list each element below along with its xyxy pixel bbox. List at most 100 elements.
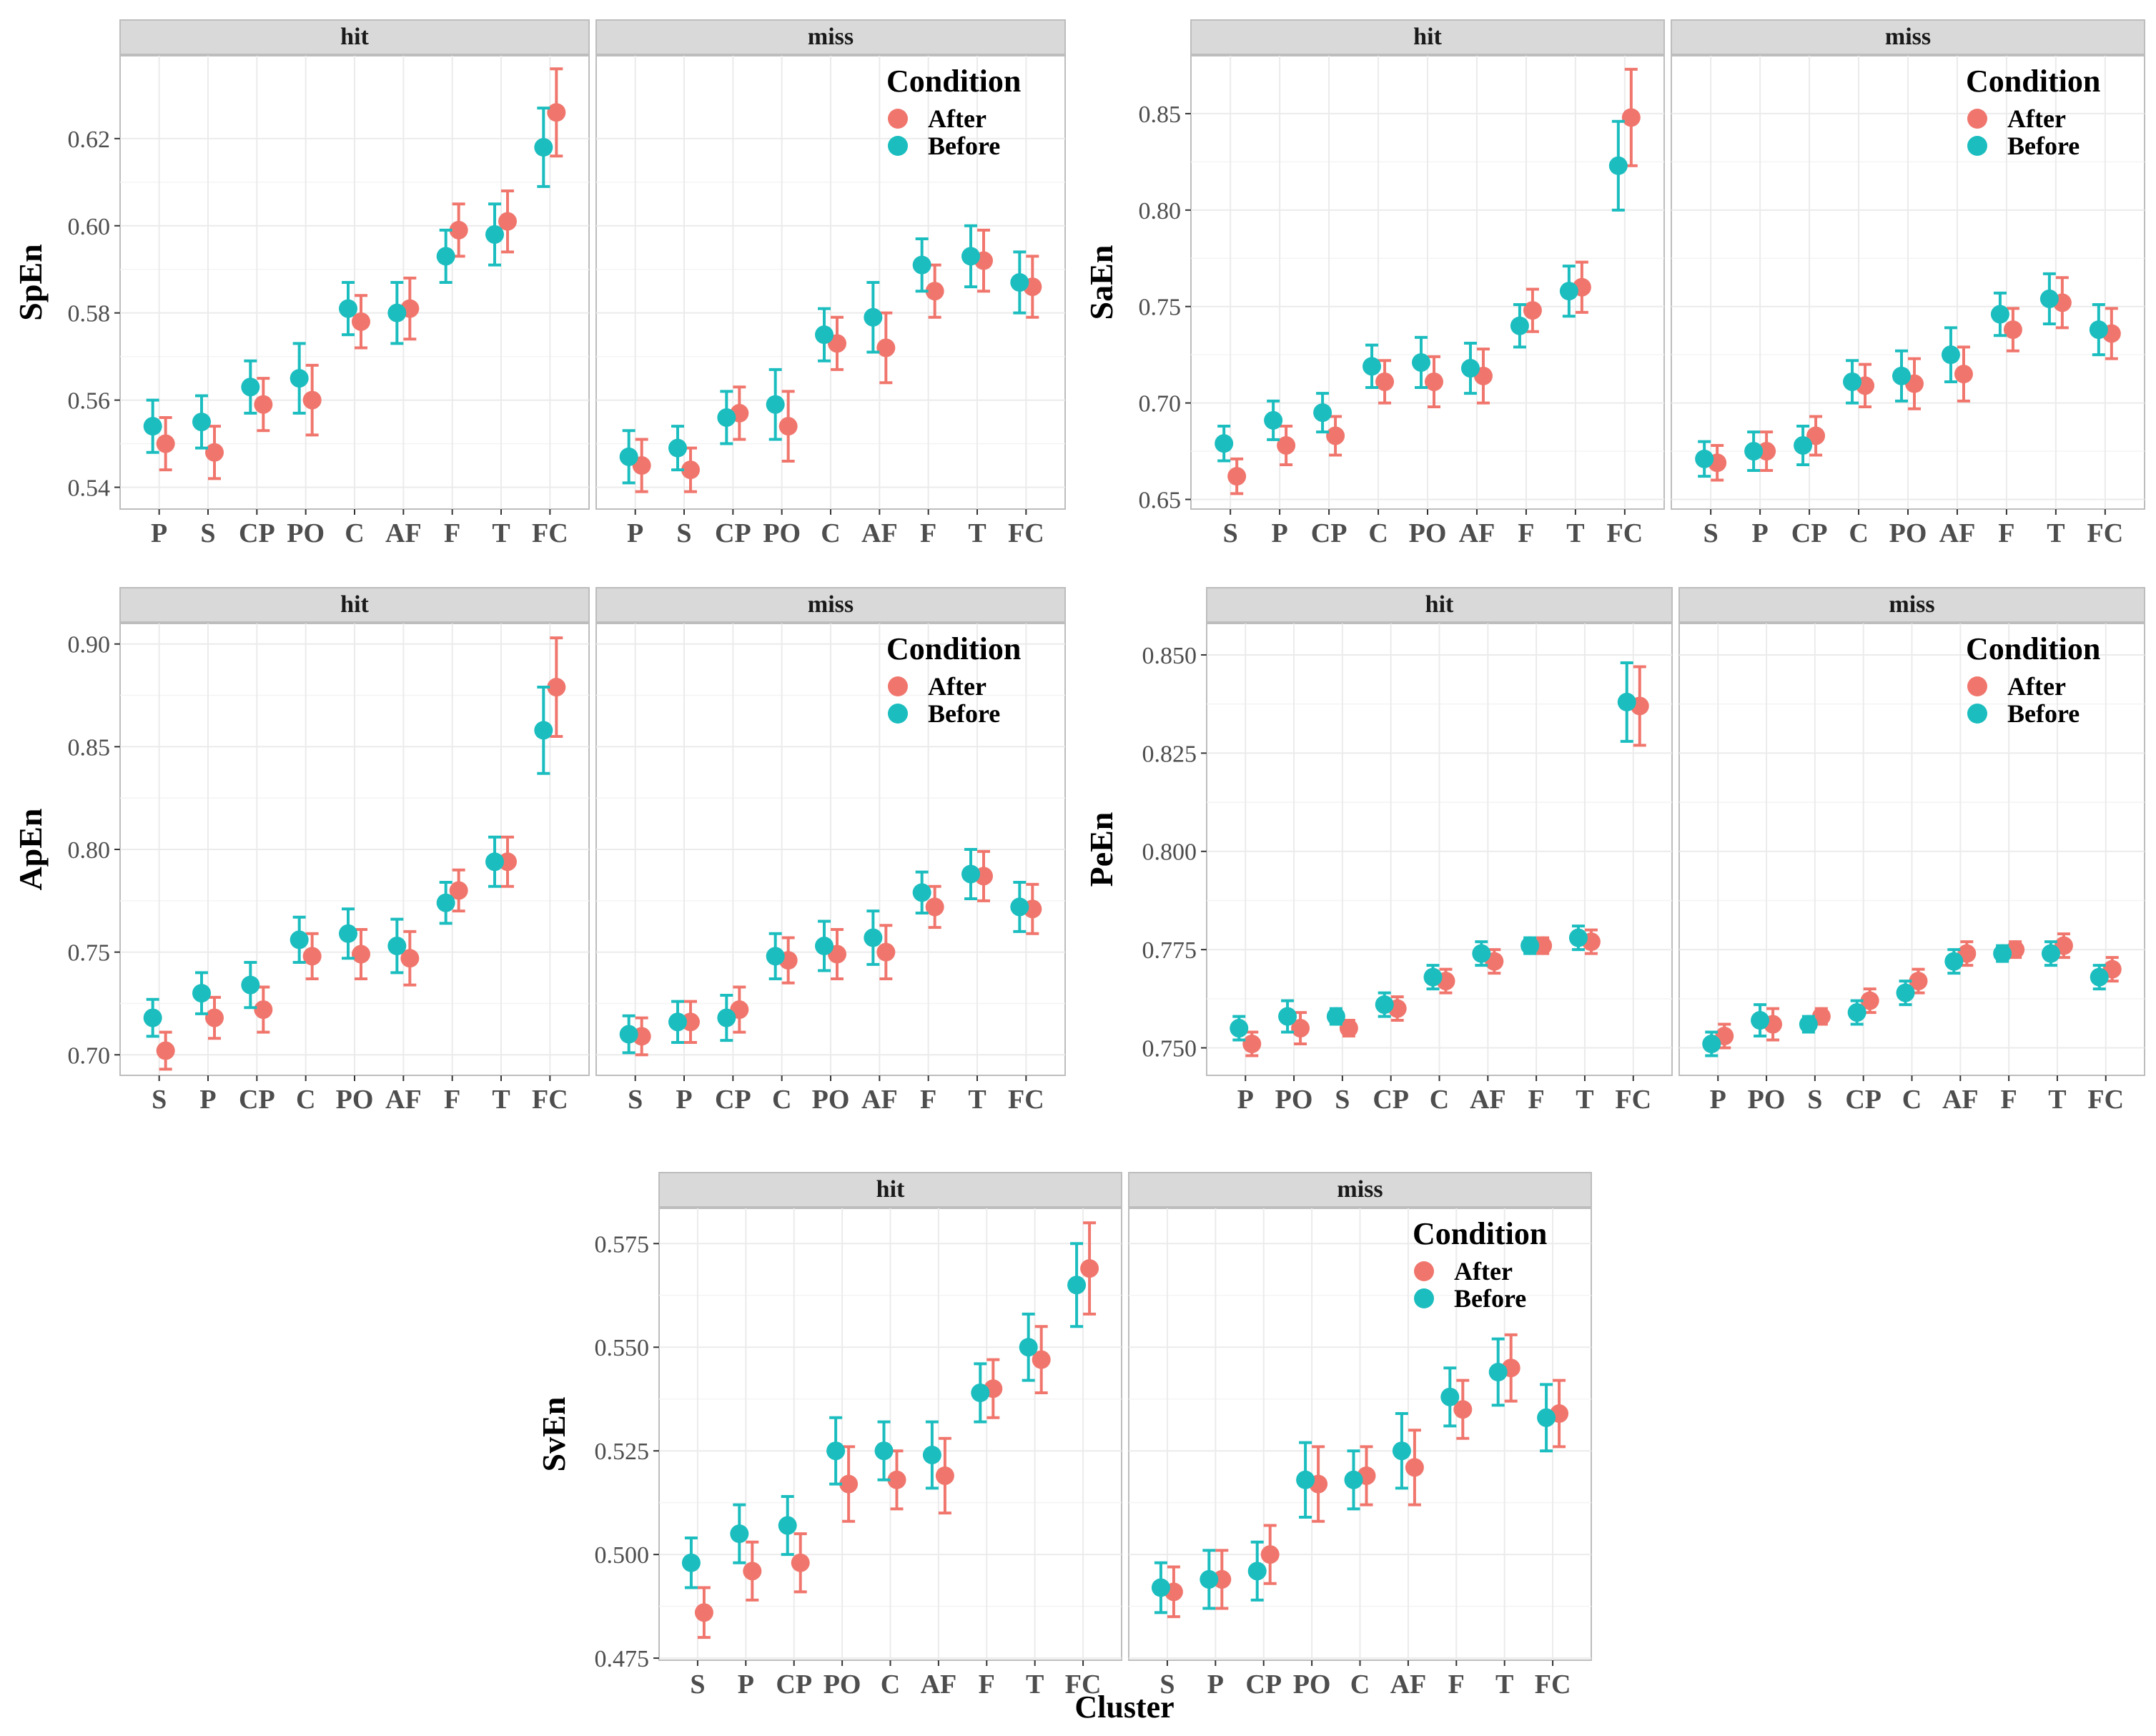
data-point-before <box>1010 273 1029 292</box>
x-tick-label: CP <box>239 518 275 548</box>
data-point-before <box>1568 928 1588 947</box>
data-point-before <box>1843 372 1862 391</box>
data-point-after <box>743 1562 762 1581</box>
facet-strip <box>119 587 590 623</box>
x-tick-label: PO <box>287 518 325 548</box>
data-point-before <box>534 138 553 157</box>
y-tick-label: 0.85 <box>68 734 111 761</box>
data-point-before <box>619 447 638 466</box>
x-tick-label: S <box>200 518 215 548</box>
data-point-before <box>1460 359 1480 378</box>
x-tick-label: F <box>979 1670 995 1700</box>
x-tick-label: P <box>1710 1085 1726 1115</box>
facet-strip-label: miss <box>1889 591 1934 618</box>
x-tick-label: T <box>968 1085 986 1115</box>
facet-strip-label: hit <box>1413 24 1442 50</box>
legend-title: Condition <box>1413 1216 1547 1251</box>
data-point-after <box>254 1000 273 1020</box>
y-tick-label: 0.825 <box>1142 741 1197 767</box>
data-point-after <box>1533 936 1553 955</box>
x-tick-label: FC <box>1615 1085 1651 1115</box>
facet-strip-label: miss <box>1885 24 1931 50</box>
data-point-before <box>874 1441 894 1461</box>
x-tick-label: FC <box>1535 1670 1571 1700</box>
chart-saen: hit S P CP C PO AF F T FC miss S P CP C PO AF F T FC Conditi… <box>1083 19 2145 548</box>
data-point-after <box>1806 426 1826 445</box>
x-tick-label: S <box>1335 1085 1350 1115</box>
x-tick-label: C <box>772 1085 791 1115</box>
x-tick-label: AF <box>1459 518 1495 548</box>
facet-strip <box>1206 587 1673 623</box>
data-point-after <box>1260 1545 1280 1564</box>
x-tick-label: C <box>881 1670 900 1700</box>
data-point-before <box>815 937 834 956</box>
facet-hit: hit S P CP C PO AF F T FC <box>1190 19 1665 548</box>
data-point-after <box>925 282 944 301</box>
x-tick-label: P <box>1752 518 1769 548</box>
data-point-before <box>1230 1019 1249 1038</box>
data-point-before <box>864 307 883 327</box>
data-point-after <box>1277 435 1296 455</box>
legend-swatch-before <box>888 704 908 724</box>
y-tick-label: 0.56 <box>68 388 111 415</box>
data-point-after <box>205 1008 224 1027</box>
data-point-before <box>730 1524 749 1544</box>
data-point-before <box>1695 449 1714 468</box>
y-tick-label: 0.550 <box>595 1335 650 1361</box>
x-tick-label: C <box>1430 1085 1449 1115</box>
x-tick-label: C <box>345 518 364 548</box>
facet-strip-label: hit <box>340 24 369 50</box>
x-tick-label: AF <box>861 1085 898 1115</box>
legend-label: After <box>928 672 986 701</box>
y-tick-label: 0.85 <box>1139 102 1182 128</box>
data-point-before <box>961 247 980 266</box>
data-point-before <box>681 1553 701 1572</box>
data-point-after <box>1523 301 1542 320</box>
x-tick-label: T <box>492 518 510 548</box>
x-tick-label: S <box>628 1085 643 1115</box>
data-point-after <box>1339 1019 1358 1038</box>
x-tick-label: T <box>1495 1670 1513 1700</box>
data-point-before <box>971 1384 990 1403</box>
x-tick-label: FC <box>2087 1085 2124 1115</box>
x-tick-label: C <box>1902 1085 1922 1115</box>
data-point-before <box>1067 1276 1087 1295</box>
y-tick-label: 0.60 <box>68 214 111 240</box>
data-point-after <box>876 338 896 357</box>
x-tick-label: PO <box>824 1670 861 1700</box>
legend-label: Before <box>2007 699 2080 728</box>
x-tick-label: AF <box>385 1085 422 1115</box>
y-tick-label: 0.800 <box>1142 839 1197 866</box>
y-axis-title: SaEn <box>1083 245 1119 320</box>
facet-hit: hit P S CP PO C AF F T FC <box>119 19 590 548</box>
data-point-before <box>485 225 504 244</box>
data-point-before <box>290 369 309 388</box>
data-point-before <box>815 325 834 345</box>
data-point-after <box>778 417 798 436</box>
x-tick-label: T <box>1566 518 1584 548</box>
y-tick-label: 0.75 <box>68 940 111 967</box>
facet-strip <box>119 19 590 55</box>
x-tick-label: CP <box>1245 1670 1282 1700</box>
data-point-after <box>254 395 273 414</box>
facet-strip-label: hit <box>1425 591 1454 618</box>
x-tick-label: C <box>1350 1670 1370 1700</box>
chart-peen: hit P PO S CP C AF F T FC miss P PO S CP C AF F T FC Conditi… <box>1083 587 2145 1115</box>
legend-title: Condition <box>1966 631 2100 666</box>
data-point-before <box>241 975 260 995</box>
x-tick-label: F <box>920 518 936 548</box>
data-point-after <box>1080 1259 1099 1278</box>
legend-title: Condition <box>886 631 1021 666</box>
x-axis-title: Cluster <box>1074 1690 1174 1725</box>
facet-hit: hit S P CP PO C AF F T FC <box>658 1172 1122 1700</box>
x-tick-label: T <box>1026 1670 1044 1700</box>
data-point-before <box>1278 1007 1297 1026</box>
data-point-before <box>778 1516 797 1535</box>
x-tick-label: S <box>1807 1085 1822 1115</box>
legend-swatch-after <box>888 109 908 129</box>
x-tick-label: AF <box>1939 518 1976 548</box>
